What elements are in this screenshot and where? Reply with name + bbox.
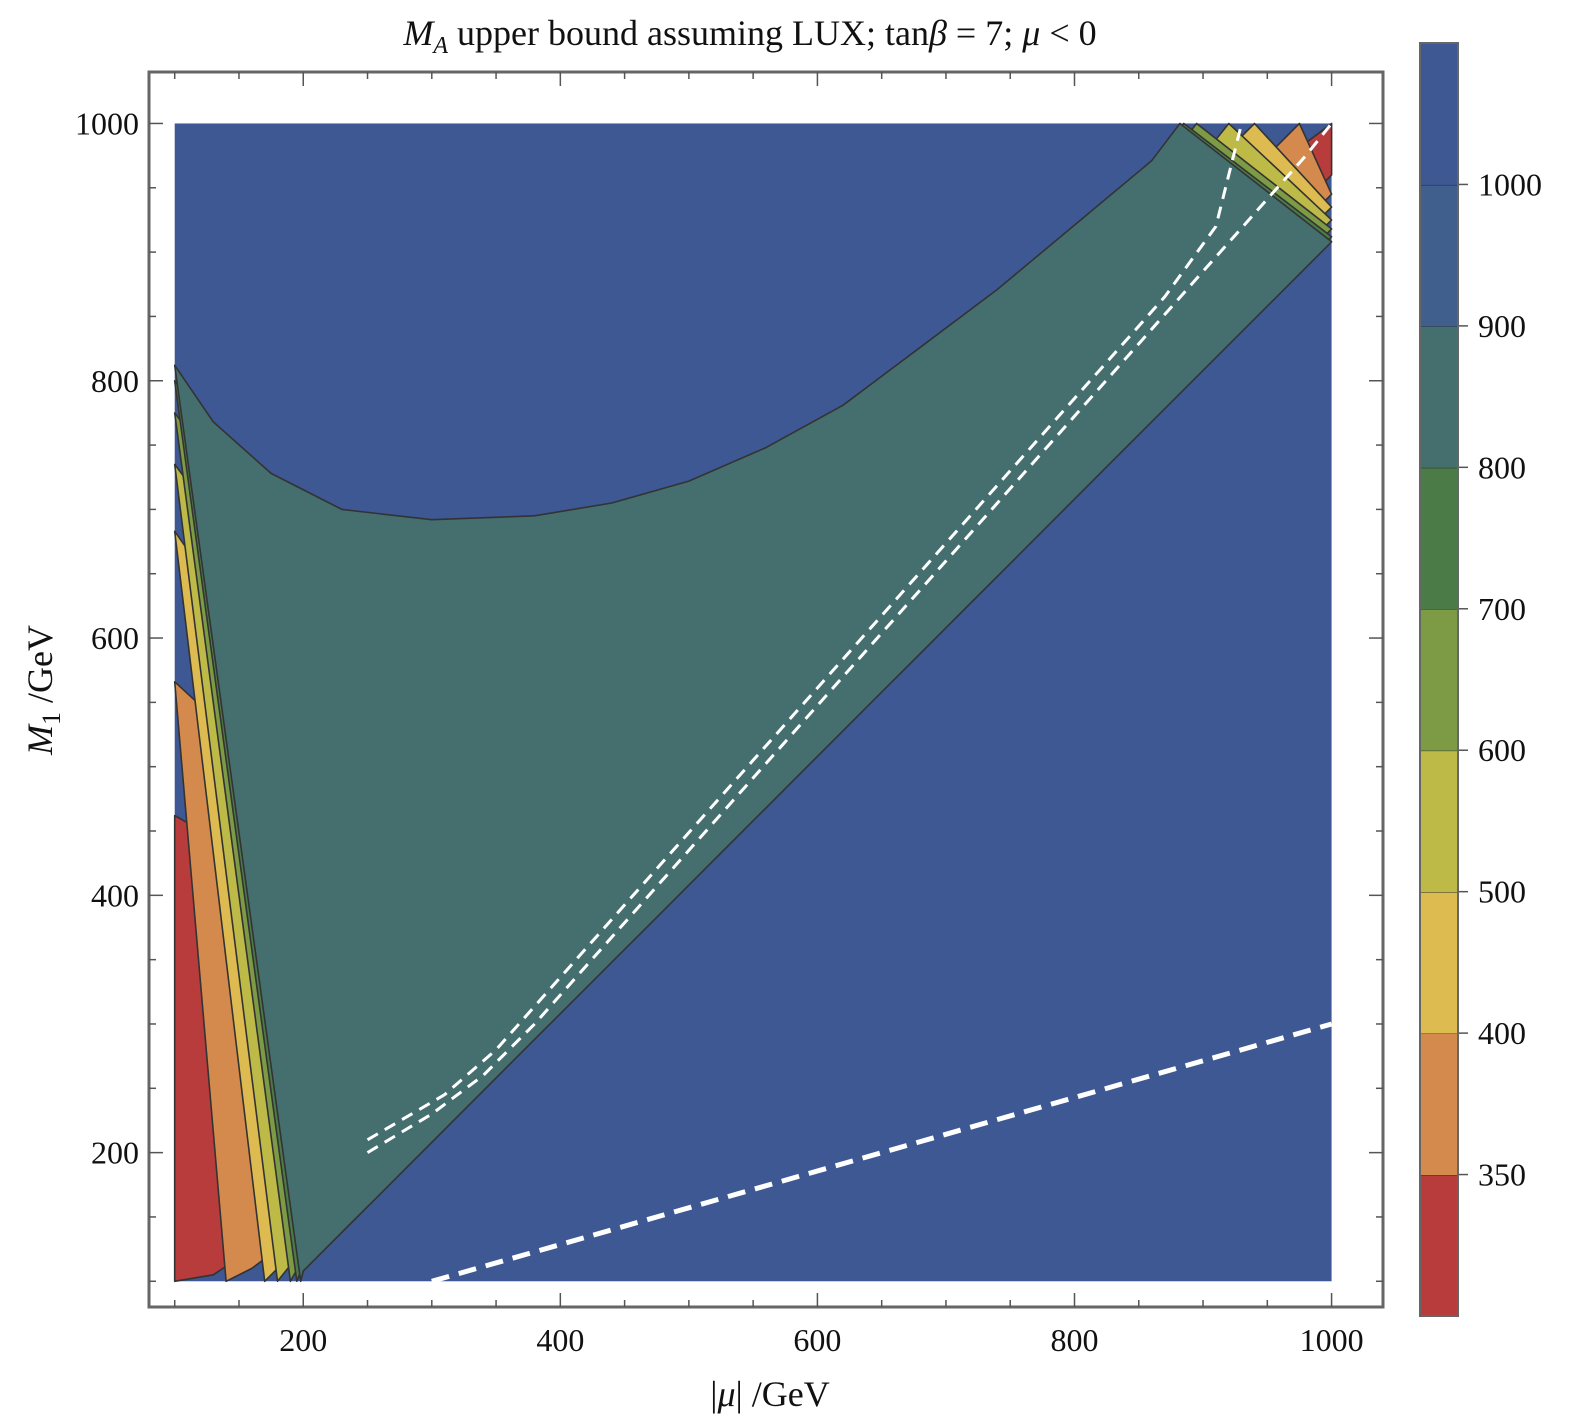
colorbar-segment [1420, 891, 1458, 1034]
y-tick-label: 600 [91, 620, 139, 656]
colorbar-segment [1420, 467, 1458, 610]
colorbar-segment [1420, 1174, 1458, 1317]
colorbar-label: 1000 [1478, 166, 1542, 202]
colorbar-segment [1420, 184, 1458, 327]
colorbar-segment [1420, 325, 1458, 468]
colorbar-segment [1420, 43, 1458, 185]
x-tick-label: 400 [536, 1322, 584, 1358]
colorbar-label: 600 [1478, 732, 1526, 768]
x-tick-label: 1000 [1300, 1322, 1364, 1358]
y-axis-label: M1 /GeV [20, 625, 66, 756]
dashed-lines [366, 122, 1333, 1284]
chart-title: MA upper bound assuming LUX; tanβ = 7; μ… [402, 13, 1096, 59]
dashed-line-thick [431, 1021, 1333, 1284]
x-tick-label: 600 [793, 1322, 841, 1358]
x-axis-label: |μ| /GeV [710, 1374, 829, 1414]
y-tick-label: 200 [91, 1135, 139, 1171]
contour-bands [173, 122, 1333, 1283]
colorbar-segment [1420, 750, 1458, 893]
axis-ticks [149, 72, 1383, 1307]
colorbar-label: 350 [1478, 1157, 1526, 1193]
plot-area [147, 70, 1385, 1309]
colorbar-segment [1420, 1033, 1458, 1176]
colorbar: 350 400 500 600 700 800 900 1000 [1419, 42, 1542, 1317]
plot-frame [147, 70, 1385, 1309]
y-tick-label: 400 [91, 877, 139, 913]
dashed-line-b [366, 123, 1244, 1142]
y-tick-label: 1000 [75, 105, 139, 141]
colorbar-label: 400 [1478, 1015, 1526, 1051]
contour-band-900 [173, 122, 1333, 1283]
x-tick-label: 200 [279, 1322, 327, 1358]
colorbar-segment [1420, 608, 1458, 751]
dashed-line-a [366, 122, 1333, 1154]
colorbar-label: 500 [1478, 874, 1526, 910]
colorbar-label: 900 [1478, 308, 1526, 344]
y-tick-label: 800 [91, 363, 139, 399]
x-tick-label: 800 [1051, 1322, 1099, 1358]
colorbar-label: 700 [1478, 591, 1526, 627]
colorbar-label: 800 [1478, 449, 1526, 485]
colorbar-frame [1419, 42, 1459, 1317]
